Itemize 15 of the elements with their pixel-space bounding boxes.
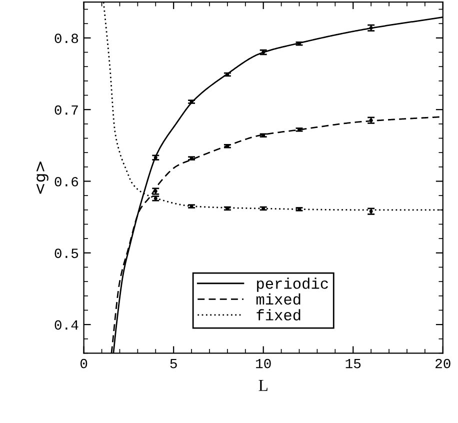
legend-label: periodic [257, 278, 328, 292]
y-tick-label: 0.8 [54, 34, 78, 44]
x-tick-label: 10 [256, 358, 271, 368]
y-tick-label: 0.4 [54, 320, 78, 330]
y-axis-title: <g> [36, 162, 48, 194]
x-tick-label: 0 [80, 358, 88, 368]
y-tick-label: 0.6 [54, 176, 78, 186]
x-tick-label: 5 [170, 358, 177, 368]
x-axis-title: L [258, 380, 268, 391]
x-tick-label: 20 [436, 358, 450, 368]
x-tick-label: 15 [346, 358, 361, 368]
y-tick-label: 0.7 [54, 105, 78, 115]
legend-label: fixed [256, 309, 300, 320]
y-tick-label: 0.5 [54, 248, 78, 258]
legend-label: mixed [256, 293, 300, 305]
